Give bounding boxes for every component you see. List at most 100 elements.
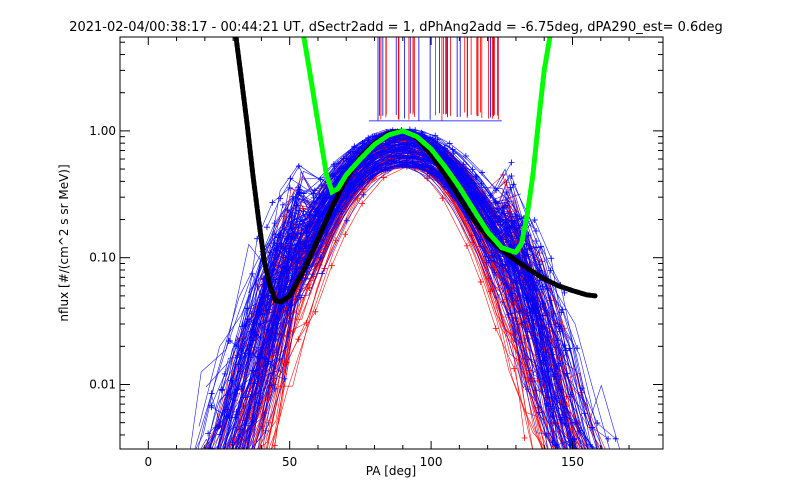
x-tick-label: 100: [420, 455, 443, 469]
plus-marker: [224, 458, 230, 464]
blue-trace: [246, 146, 516, 449]
y-tick-label: 1.00: [89, 124, 116, 138]
plus-marker: [425, 162, 432, 169]
plus-marker: [561, 342, 568, 349]
plus-marker: [585, 458, 591, 464]
plus-marker: [176, 458, 182, 464]
plus-marker: [247, 458, 253, 464]
plus-marker: [613, 458, 619, 464]
plus-marker: [246, 350, 253, 357]
plus-marker: [236, 354, 243, 361]
plus-marker: [208, 404, 215, 411]
plus-marker: [220, 458, 226, 464]
plus-marker: [545, 458, 551, 464]
plus-marker: [205, 458, 211, 464]
plus-marker: [595, 458, 601, 464]
plus-marker: [586, 451, 592, 457]
y-tick-label: 0.10: [89, 251, 116, 265]
plus-marker: [586, 458, 592, 464]
plus-marker: [286, 184, 293, 191]
plus-marker: [174, 458, 180, 464]
plus-marker: [604, 458, 610, 464]
plus-marker: [511, 365, 518, 372]
plus-marker: [601, 458, 607, 464]
plus-marker: [548, 458, 554, 464]
plus-marker: [198, 458, 204, 464]
plus-marker: [548, 255, 555, 262]
plus-marker: [194, 458, 200, 464]
plus-marker: [387, 142, 394, 149]
plus-marker: [369, 152, 376, 159]
plus-marker: [248, 458, 254, 464]
plus-marker: [217, 458, 223, 464]
plus-marker: [187, 458, 193, 464]
green-fit-curve: [301, 37, 553, 256]
plus-marker: [207, 458, 213, 464]
plus-marker: [281, 375, 288, 382]
plus-marker: [190, 451, 196, 457]
plus-marker: [465, 217, 472, 224]
plus-marker: [229, 458, 235, 464]
trace-lines: [170, 37, 623, 464]
plus-marker: [601, 458, 607, 464]
plus-marker: [229, 458, 235, 464]
plus-marker: [184, 458, 190, 464]
plus-marker: [588, 458, 594, 464]
plus-marker: [300, 190, 307, 197]
plus-marker: [215, 458, 221, 464]
plus-marker: [532, 458, 538, 464]
plus-marker: [408, 150, 415, 157]
blue-trace: [275, 165, 559, 449]
plus-marker: [210, 458, 216, 464]
plus-marker: [351, 144, 358, 151]
plus-marker: [170, 458, 176, 464]
plus-marker: [211, 458, 217, 464]
plus-marker: [228, 458, 234, 464]
plus-marker: [485, 257, 492, 264]
plus-marker: [210, 458, 216, 464]
plus-marker: [360, 191, 367, 198]
plus-marker: [558, 309, 565, 316]
plus-marker: [226, 458, 232, 464]
plus-marker: [192, 458, 198, 464]
plus-marker: [317, 254, 324, 261]
x-tick-label: 150: [561, 455, 584, 469]
plus-marker: [285, 233, 292, 240]
plus-marker: [205, 430, 212, 437]
plus-marker: [204, 458, 210, 464]
plus-marker: [553, 451, 559, 457]
plus-marker: [286, 301, 293, 308]
plus-marker: [198, 458, 204, 464]
plus-marker: [362, 173, 369, 180]
blue-trace: [200, 145, 589, 449]
plus-marker: [240, 458, 246, 464]
plus-marker: [210, 458, 216, 464]
plus-marker: [617, 458, 623, 464]
plus-marker: [590, 458, 596, 464]
plus-marker: [244, 458, 250, 464]
plus-marker: [226, 458, 232, 464]
plus-marker: [215, 448, 217, 449]
plus-marker: [511, 220, 518, 227]
plus-marker: [216, 458, 222, 464]
plus-marker: [317, 176, 324, 183]
plus-marker: [419, 165, 426, 172]
plus-marker: [599, 458, 605, 464]
plus-marker: [254, 456, 260, 462]
plus-marker: [244, 315, 251, 322]
plus-marker: [176, 458, 182, 464]
plus-marker: [608, 458, 614, 464]
plus-marker: [257, 354, 264, 361]
plus-marker: [356, 148, 363, 155]
plus-marker: [189, 458, 195, 464]
plus-marker: [517, 222, 524, 229]
plus-marker: [206, 458, 212, 464]
plus-marker: [479, 169, 486, 176]
plus-marker: [401, 154, 408, 161]
plus-marker: [592, 458, 598, 464]
plus-marker: [383, 160, 390, 167]
plus-marker: [271, 385, 278, 392]
plus-marker: [359, 200, 366, 207]
plus-marker: [204, 458, 210, 464]
plus-marker: [233, 411, 240, 418]
